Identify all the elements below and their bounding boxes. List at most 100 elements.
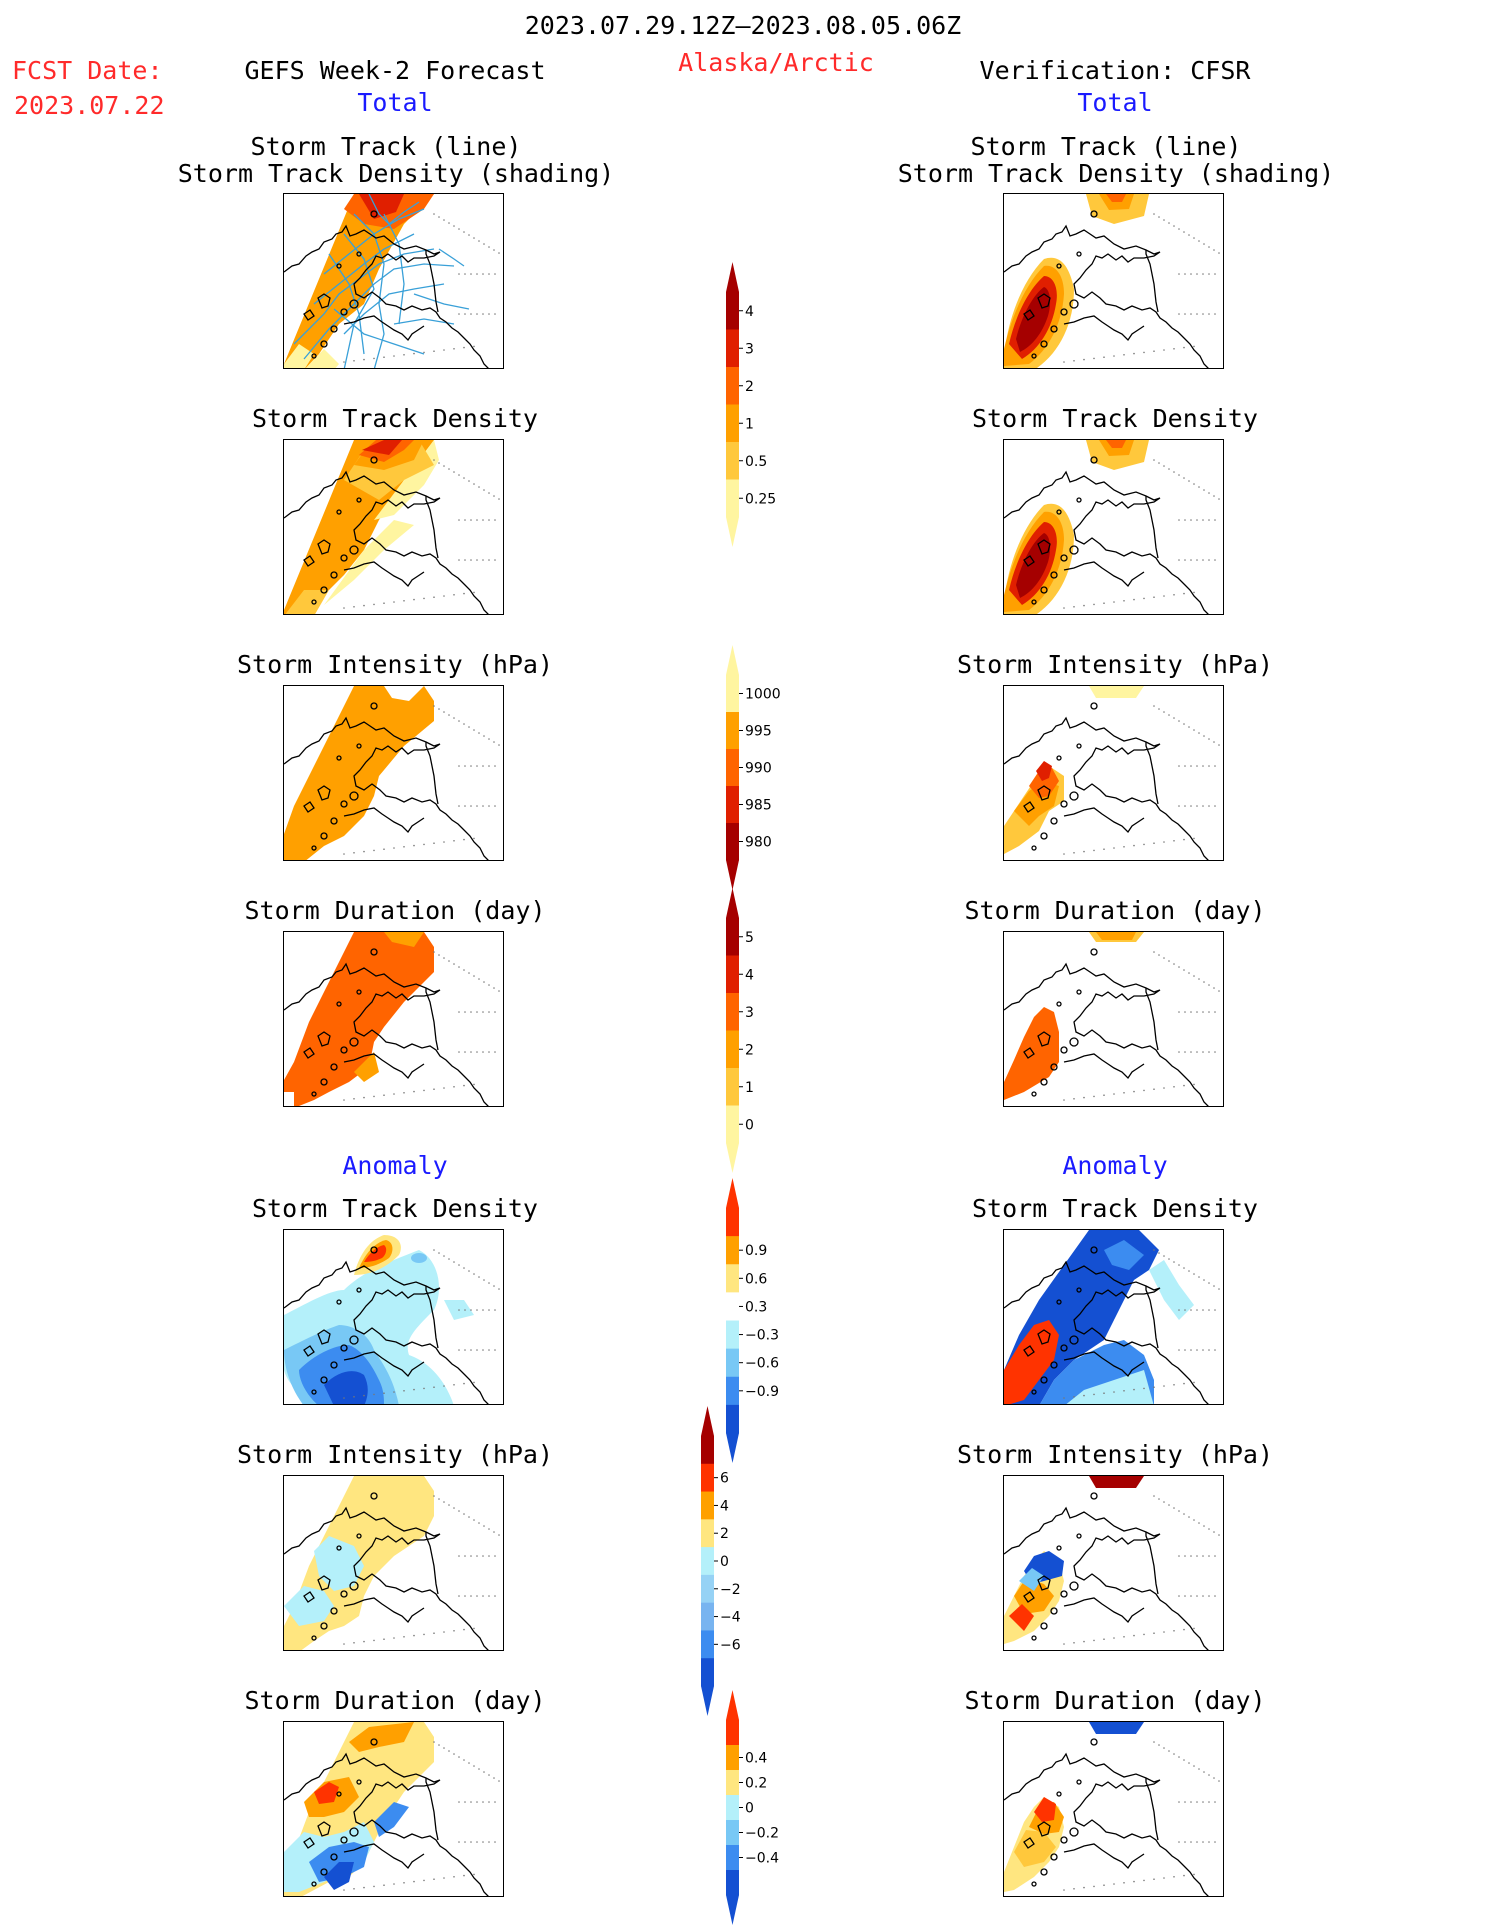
basemap [1004,1246,1209,1404]
island [340,1590,348,1598]
island [311,1091,317,1097]
coastline [1063,315,1145,342]
cbar-label: 985 [745,798,772,814]
date-range-title: 2023.07.29.12Z–2023.08.05.06Z [524,11,962,40]
left-density-title: Storm Track Density [252,404,538,433]
island [1060,308,1068,316]
island [1060,800,1068,808]
island [336,263,342,269]
cbar-top-arrow [726,1690,739,1720]
island [1090,1738,1098,1746]
island [356,989,362,995]
island [1069,1581,1079,1591]
island [336,1545,342,1551]
cbar-swatch [726,1845,739,1871]
island [1031,599,1037,605]
cbar-bottom-arrow [701,1686,714,1716]
cbar-swatch [726,442,739,480]
island [1090,456,1098,464]
coastline [1063,1053,1145,1080]
island [1076,497,1082,503]
map-cfsr-anomaly-intensity [1003,1475,1224,1651]
basemap [1004,210,1209,368]
island [370,948,378,956]
cbar-swatch [726,712,739,750]
island [1090,702,1098,710]
cbar-label: 1000 [745,687,781,703]
cbar-swatch [726,823,739,861]
alaska-canada-border [425,1286,439,1349]
island [320,340,328,348]
island [1069,1037,1079,1047]
cbar-label: 2 [745,1042,754,1058]
coastline [284,1260,489,1404]
island [349,1335,359,1345]
island [1037,539,1051,555]
island [1023,1591,1035,1603]
cbar-swatch [726,786,739,824]
cbar-swatch [701,1658,714,1687]
island [1050,817,1058,825]
map-gefs-anomaly-density [283,1229,504,1405]
cbar-swatch [701,1547,714,1576]
cbar-label: 0.3 [745,1299,767,1315]
coastline [1063,1351,1145,1378]
fcst-date-label: FCST Date: [12,56,163,85]
right-density-title: Storm Track Density [972,404,1258,433]
cbar-label: 5 [745,930,754,946]
graticule [343,459,500,609]
island [1090,948,1098,956]
graticule [1063,705,1220,855]
right-anom-intensity-title: Storm Intensity (hPa) [956,1440,1274,1469]
alaska-canada-border [1145,496,1159,559]
island [303,1837,315,1849]
coastline [1004,1260,1209,1404]
island [330,817,338,825]
left-anom-duration-title: Storm Duration (day) [244,1686,546,1715]
alaska-canada-border [1145,1532,1159,1595]
cbar-swatch [726,1292,739,1321]
island [330,1607,338,1615]
cbar-label: 3 [745,1005,754,1021]
island [1040,340,1048,348]
cbar-label: −0.2 [745,1826,779,1842]
alaska-canada-border [1145,1778,1159,1841]
graticule [1063,1249,1220,1399]
map-gefs-duration [283,931,504,1107]
cbar-label: 0.5 [745,454,767,470]
island [317,1821,331,1837]
island [1040,1622,1048,1630]
island [370,1246,378,1254]
cbar-swatches: 5 4 3 2 1 0 [726,888,754,1173]
island [356,1533,362,1539]
island [1040,832,1048,840]
cbar-label: −0.4 [745,1851,779,1867]
cbar-label: 2 [720,1526,729,1542]
right-track-shading-title: Storm Track Density (shading) [897,159,1335,188]
island [1076,1287,1082,1293]
cbar-swatch [726,955,739,994]
island [340,800,348,808]
coastline [1004,224,1209,368]
basemap [284,1492,489,1650]
cbar-label: 980 [745,835,772,851]
cbar-top-arrow [726,1178,739,1208]
island [1076,1533,1082,1539]
island [1031,1091,1037,1097]
island [1037,1821,1051,1837]
map-cfsr-intensity [1003,685,1224,861]
cbar-swatch [726,993,739,1031]
cbar-swatch [726,1208,739,1237]
island [370,456,378,464]
left-total-label: Total [357,88,433,117]
right-total-label: Total [1077,88,1153,117]
map-cfsr-anomaly-density [1003,1229,1224,1405]
cbar-swatch [726,749,739,787]
island [311,1635,317,1641]
coastline [284,1506,489,1650]
island [330,1853,338,1861]
island [370,702,378,710]
island [349,1037,359,1047]
cbar-label: −0.6 [745,1356,779,1372]
graticule [1063,951,1220,1101]
